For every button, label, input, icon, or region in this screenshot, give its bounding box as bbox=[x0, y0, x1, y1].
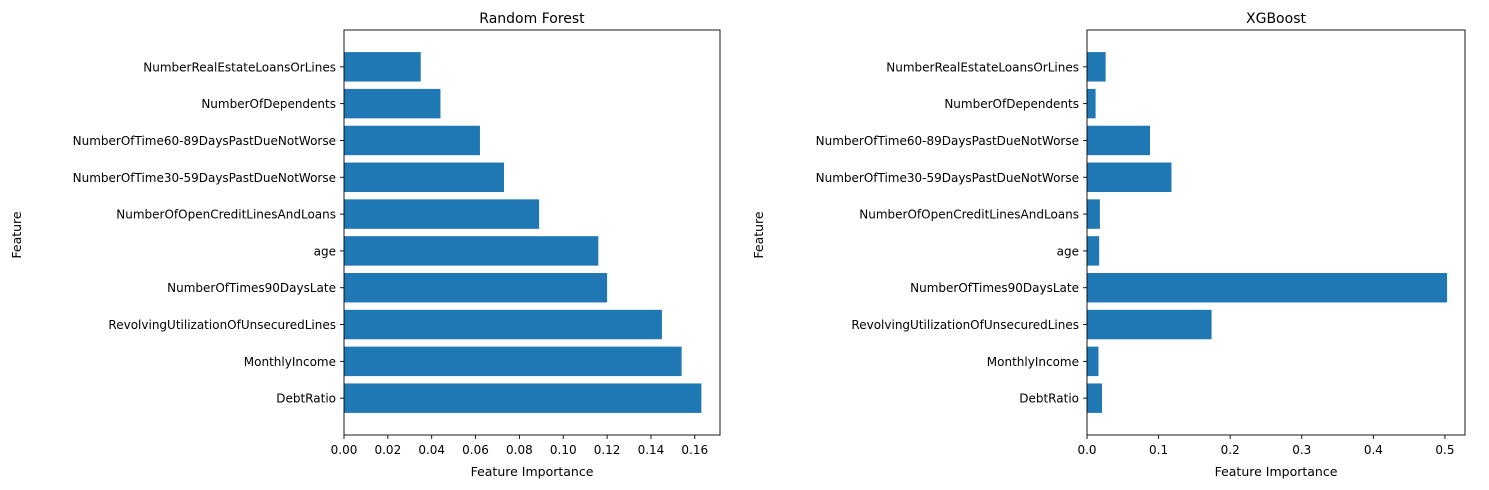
x-tick-label: 0.14 bbox=[638, 443, 665, 457]
bar bbox=[344, 162, 505, 192]
x-tick-label: 0.04 bbox=[418, 443, 445, 457]
y-tick-label: NumberOfOpenCreditLinesAndLoans bbox=[116, 208, 336, 222]
bar bbox=[1087, 236, 1100, 266]
bar bbox=[344, 309, 662, 340]
bar bbox=[1087, 88, 1096, 119]
x-tick-label: 0.10 bbox=[550, 443, 577, 457]
y-tick-label: NumberOfDependents bbox=[201, 97, 336, 111]
y-tick-label: NumberOfTime30-59DaysPastDueNotWorse bbox=[816, 171, 1079, 185]
bar bbox=[1087, 383, 1103, 413]
bar bbox=[344, 273, 608, 303]
y-tick-label: MonthlyIncome bbox=[987, 355, 1079, 369]
random-forest-panel: Random Forest DebtRatio MonthlyIncome Revo… bbox=[9, 11, 721, 479]
bar bbox=[344, 125, 480, 156]
y-tick-label: NumberOfOpenCreditLinesAndLoans bbox=[859, 208, 1079, 222]
plot-area: DebtRatio MonthlyIncome RevolvingUtilizati… bbox=[816, 29, 1466, 457]
y-tick-label: NumberRealEstateLoansOrLines bbox=[886, 60, 1079, 74]
bar bbox=[1087, 199, 1100, 229]
bar bbox=[1087, 162, 1172, 192]
y-tick-label: NumberOfTime60-89DaysPastDueNotWorse bbox=[816, 134, 1079, 148]
y-tick-label: RevolvingUtilizationOfUnsecuredLines bbox=[108, 318, 336, 332]
y-tick-label: NumberOfTimes90DaysLate bbox=[167, 281, 336, 295]
y-tick-label: MonthlyIncome bbox=[244, 355, 336, 369]
bar bbox=[344, 52, 421, 82]
y-axis-label: Feature bbox=[751, 211, 766, 259]
y-tick-label: NumberOfDependents bbox=[944, 97, 1079, 111]
x-tick-label: 0.4 bbox=[1364, 443, 1383, 457]
x-tick-label: 0.16 bbox=[681, 443, 708, 457]
chart-title: Random Forest bbox=[479, 11, 585, 27]
bar bbox=[1087, 125, 1150, 156]
x-tick-label: 0.0 bbox=[1077, 443, 1096, 457]
x-tick-label: 0.1 bbox=[1149, 443, 1168, 457]
y-tick-label: age bbox=[314, 244, 336, 258]
y-tick-label: NumberOfTimes90DaysLate bbox=[910, 281, 1079, 295]
y-axis-label: Feature bbox=[9, 211, 24, 259]
bar bbox=[1087, 273, 1448, 303]
bar bbox=[344, 236, 599, 266]
x-tick-label: 0.08 bbox=[506, 443, 533, 457]
y-tick-label: DebtRatio bbox=[1019, 392, 1079, 406]
bar bbox=[344, 383, 702, 413]
axes-frame bbox=[343, 29, 721, 436]
bar bbox=[344, 346, 682, 377]
bar bbox=[1087, 309, 1212, 340]
x-tick-label: 0.3 bbox=[1292, 443, 1311, 457]
bar bbox=[344, 199, 540, 229]
plot-area: DebtRatio MonthlyIncome RevolvingUtilizati… bbox=[73, 29, 721, 457]
bar bbox=[1087, 346, 1099, 377]
x-axis-label: Feature Importance bbox=[1215, 464, 1338, 479]
y-tick-label: NumberOfTime30-59DaysPastDueNotWorse bbox=[73, 171, 336, 185]
x-tick-label: 0.02 bbox=[374, 443, 401, 457]
bar bbox=[344, 88, 441, 119]
x-tick-label: 0.2 bbox=[1221, 443, 1240, 457]
xgboost-panel: XGBoost DebtRatio MonthlyIncome RevolvingU… bbox=[751, 11, 1466, 479]
y-tick-label: RevolvingUtilizationOfUnsecuredLines bbox=[851, 318, 1079, 332]
x-tick-label: 0.06 bbox=[462, 443, 489, 457]
axes-frame bbox=[1086, 29, 1466, 436]
x-tick-label: 0.00 bbox=[331, 443, 358, 457]
chart-title: XGBoost bbox=[1246, 11, 1306, 27]
y-tick-label: NumberRealEstateLoansOrLines bbox=[143, 60, 336, 74]
y-tick-label: DebtRatio bbox=[276, 392, 336, 406]
x-tick-label: 0.12 bbox=[594, 443, 621, 457]
y-tick-label: NumberOfTime60-89DaysPastDueNotWorse bbox=[73, 134, 336, 148]
bar bbox=[1087, 52, 1106, 82]
x-axis-label: Feature Importance bbox=[471, 464, 594, 479]
x-tick-label: 0.5 bbox=[1435, 443, 1454, 457]
y-tick-label: age bbox=[1057, 244, 1079, 258]
